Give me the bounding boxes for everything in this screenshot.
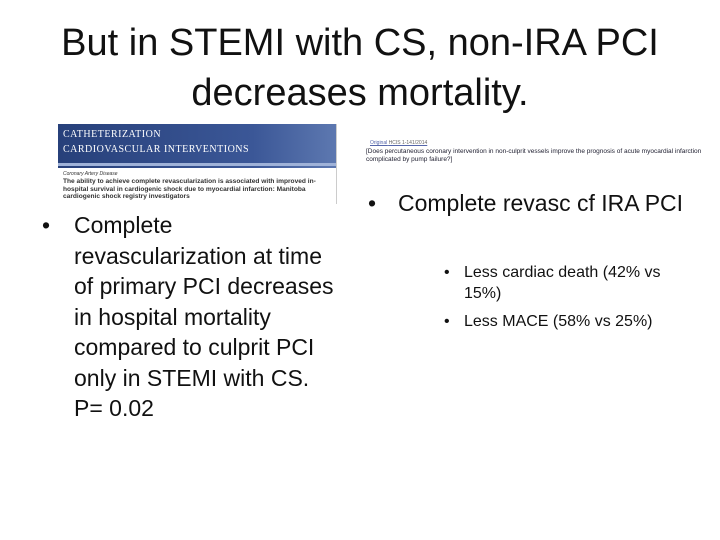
article-category: Coronary Artery Disease bbox=[63, 171, 118, 177]
right-bullet-text: Complete revasc cf IRA PCI bbox=[398, 190, 684, 216]
sub-bullet-text: Less MACE (58% vs 25%) bbox=[464, 313, 653, 330]
banner-rule bbox=[58, 163, 336, 166]
journal-name-line2: CARDIOVASCULAR INTERVENTIONS bbox=[63, 144, 250, 155]
sub-bullet-mace: • Less MACE (58% vs 25%) bbox=[444, 311, 694, 332]
clipping-link-label[interactable]: Original bbox=[370, 140, 388, 146]
left-bullet-text: Complete revascularization at time of pr… bbox=[74, 212, 334, 421]
bullet-marker: • bbox=[444, 313, 450, 330]
right-bullet: • Complete revasc cf IRA PCI bbox=[368, 188, 698, 218]
journal-clipping-right: Original HCIS 1-141/2014 [Does percutane… bbox=[366, 140, 706, 168]
clipping-heading: [Does percutaneous coronary intervention… bbox=[366, 148, 702, 163]
sub-bullet-text: Less cardiac death (42% vs 15%) bbox=[464, 264, 661, 302]
journal-name-line1: CATHETERIZATION bbox=[63, 129, 162, 140]
journal-banner: CATHETERIZATION CARDIOVASCULAR INTERVENT… bbox=[58, 124, 336, 168]
sub-bullet-cardiac-death: • Less cardiac death (42% vs 15%) bbox=[444, 262, 694, 304]
article-title: The ability to achieve complete revascul… bbox=[63, 178, 316, 201]
left-bullet: • Complete revascularization at time of … bbox=[42, 210, 342, 424]
sub-bullet-list: • Less cardiac death (42% vs 15%) • Less… bbox=[444, 262, 694, 339]
bullet-marker: • bbox=[444, 264, 450, 281]
slide-title: But in STEMI with CS, non-IRA PCI decrea… bbox=[61, 22, 659, 114]
clipping-reference: HCIS 1-141/2014 bbox=[388, 140, 428, 146]
clipping-link[interactable]: Original HCIS 1-141/2014 bbox=[370, 140, 427, 146]
journal-clipping-left: CATHETERIZATION CARDIOVASCULAR INTERVENT… bbox=[58, 124, 337, 204]
bullet-marker: • bbox=[368, 190, 377, 216]
bullet-marker: • bbox=[42, 212, 51, 238]
